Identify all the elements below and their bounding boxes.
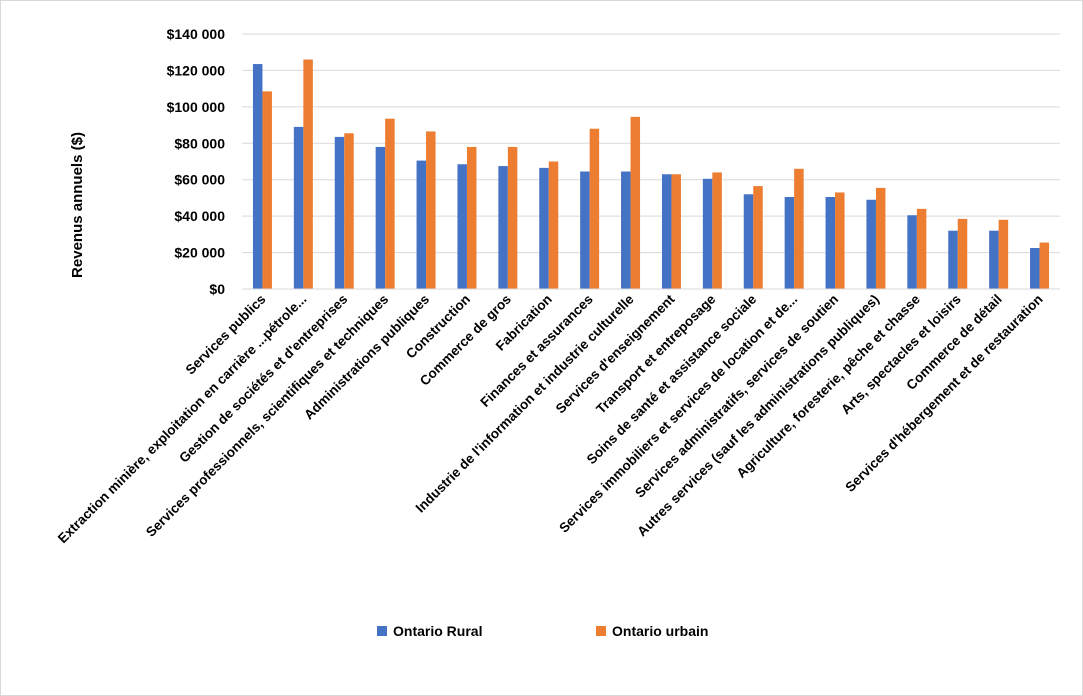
- bar-ontario-rural: [457, 164, 467, 289]
- y-tick-label: $40 000: [174, 208, 225, 224]
- bar-ontario-urbain: [548, 161, 559, 289]
- legend: Ontario Rural Ontario urbain: [377, 623, 708, 639]
- bar-ontario-urbain: [466, 146, 477, 289]
- bar-ontario-rural: [334, 136, 345, 289]
- bar-ontario-rural: [416, 160, 427, 289]
- bar-ontario-rural: [498, 166, 508, 289]
- bar-ontario-rural: [702, 178, 713, 289]
- legend-label-ontario-rural: Ontario Rural: [393, 623, 482, 639]
- bar-ontario-rural: [989, 230, 999, 289]
- bar-ontario-rural: [580, 171, 590, 289]
- bar-ontario-rural: [661, 174, 672, 289]
- bar-ontario-urbain: [507, 146, 518, 289]
- bar-ontario-urbain: [589, 128, 600, 289]
- y-tick-label: $80 000: [174, 135, 225, 151]
- legend-swatch-ontario-urbain: [596, 626, 606, 636]
- gridlines: [242, 33, 1060, 254]
- bar-ontario-urbain: [835, 192, 845, 289]
- legend-swatch-ontario-rural: [377, 626, 387, 636]
- y-tick-label: $140 000: [167, 26, 226, 42]
- bar-ontario-rural: [293, 126, 304, 290]
- bar-ontario-urbain: [957, 218, 968, 289]
- bar-ontario-rural: [252, 64, 263, 289]
- bar-ontario-rural: [743, 194, 754, 289]
- bar-ontario-urbain: [875, 187, 886, 289]
- y-axis-ticks: $0 $20 000 $40 000 $60 000 $80 000 $100 000 $1…: [167, 26, 226, 297]
- bar-ontario-urbain: [344, 133, 354, 289]
- bar-ontario-rural: [907, 215, 917, 289]
- bars: [252, 59, 1050, 290]
- bar-ontario-urbain: [385, 118, 395, 289]
- bar-ontario-urbain: [712, 172, 722, 289]
- bar-ontario-urbain: [262, 91, 272, 289]
- bar-ontario-rural: [539, 167, 549, 289]
- bar-ontario-rural: [375, 146, 386, 289]
- bar-ontario-rural: [1030, 248, 1040, 289]
- legend-label-ontario-urbain: Ontario urbain: [612, 623, 708, 639]
- bar-ontario-rural: [866, 199, 876, 289]
- bar-ontario-urbain: [303, 59, 313, 289]
- category-label: Services d'hébergement et de restauratio…: [842, 292, 1045, 495]
- category-label: Gestion de sociétés et d'entreprises: [176, 292, 350, 466]
- bar-ontario-urbain: [998, 219, 1009, 289]
- bar-ontario-rural: [621, 171, 631, 289]
- y-tick-label: $20 000: [174, 245, 225, 261]
- bar-ontario-urbain: [671, 174, 681, 289]
- bar-ontario-rural: [784, 197, 795, 289]
- bar-ontario-urbain: [426, 131, 436, 289]
- bar-ontario-urbain: [630, 116, 641, 289]
- y-axis-label: Revenus annuels ($): [69, 132, 86, 278]
- bar-ontario-urbain: [1039, 242, 1050, 289]
- bar-ontario-rural: [825, 197, 836, 289]
- bar-ontario-rural: [948, 230, 958, 289]
- bar-ontario-urbain: [794, 168, 804, 289]
- y-tick-label: $60 000: [174, 172, 225, 188]
- y-tick-label: $100 000: [167, 99, 226, 115]
- y-tick-label: $0: [209, 281, 225, 297]
- bar-ontario-urbain: [753, 186, 763, 289]
- bar-ontario-urbain: [916, 208, 927, 289]
- y-tick-label: $120 000: [167, 62, 226, 78]
